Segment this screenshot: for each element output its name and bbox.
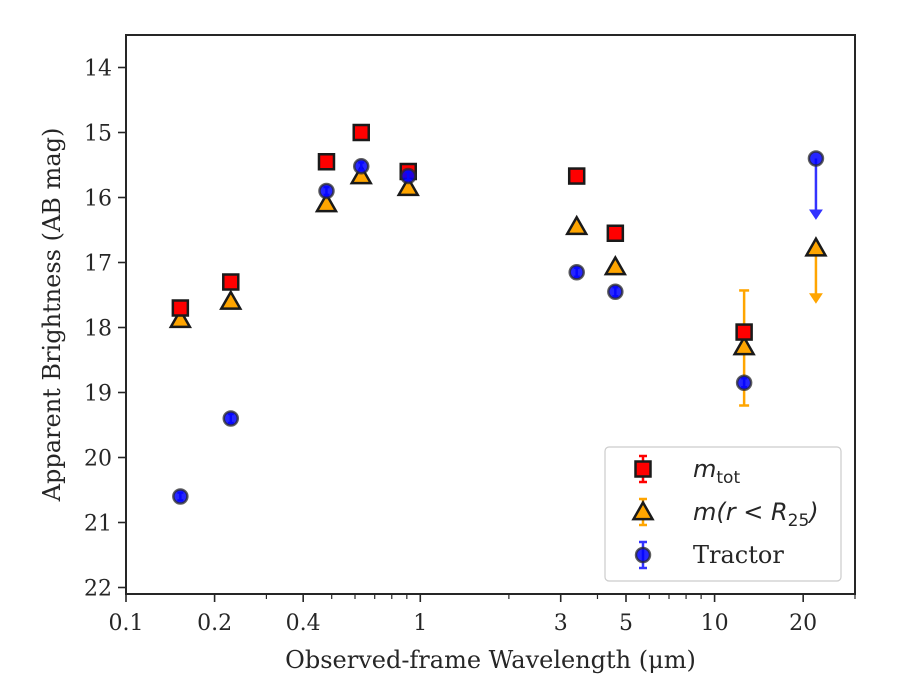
point-mtot (317, 153, 336, 171)
point-mr25 (219, 289, 243, 310)
point-mtot (222, 273, 240, 291)
data-points (168, 123, 828, 505)
x-tick-label: 0.4 (286, 611, 321, 636)
upper-limit-arrow-head (809, 209, 823, 220)
point-mr25 (168, 307, 193, 329)
point-mtot (567, 167, 586, 185)
legend-entry-tractor: Tractor (634, 540, 784, 570)
upper-limit-arrow-head (809, 293, 823, 304)
point-tractor (568, 264, 585, 281)
x-tick-label: 5 (619, 611, 633, 636)
point-tractor (399, 167, 417, 185)
legend-label: mtot (693, 455, 740, 488)
y-tick-label: 19 (84, 382, 112, 407)
x-tick-label: 1 (413, 611, 427, 636)
point-mtot (735, 323, 753, 341)
legend: mtot m(r < R25) Tractor (604, 446, 842, 582)
y-tick-label: 22 (84, 577, 112, 602)
legend-label-main: Tractor (693, 541, 784, 569)
point-mr25 (396, 175, 420, 197)
point-tractor (352, 158, 370, 175)
legend-label-main: m(r < R (693, 498, 788, 526)
legend-marker (631, 499, 655, 521)
legend-label-sub: tot (716, 468, 740, 488)
point-mr25 (314, 191, 339, 213)
x-tick-label: 10 (701, 611, 729, 636)
x-tick-label: 20 (789, 611, 817, 636)
legend-label-sub: 25 (788, 511, 810, 531)
y-axis-ticks: 14 15 16 17 18 19 20 21 22 (84, 57, 126, 602)
point-mtot (606, 224, 625, 242)
point-tractor (607, 283, 624, 300)
x-tick-label: 3 (554, 611, 568, 636)
legend-marker (634, 460, 652, 478)
legend-label-tail: ) (807, 498, 818, 526)
point-mr25 (603, 255, 627, 276)
legend-entry-mtot: mtot (634, 454, 740, 488)
point-mr25 (804, 236, 828, 257)
x-axis-label: Observed-frame Wavelength (μm) (285, 646, 696, 674)
legend-label-main: m (693, 455, 716, 483)
point-tractor (807, 150, 825, 167)
point-tractor (735, 374, 753, 391)
y-tick-label: 15 (84, 122, 112, 147)
x-axis-ticks: 0.1 0.2 0.4 1 3 5 10 20 (109, 594, 856, 636)
point-tractor (172, 488, 189, 505)
point-mtot (171, 299, 190, 317)
y-tick-label: 21 (84, 512, 112, 537)
legend-box (604, 446, 842, 582)
legend-marker (634, 546, 652, 564)
legend-label: Tractor (693, 541, 784, 569)
series-mr25 (168, 164, 828, 407)
y-tick-label: 17 (84, 252, 112, 277)
point-tractor (318, 182, 335, 200)
series-tractor (172, 150, 825, 505)
y-tick-label: 18 (84, 317, 112, 342)
y-tick-label: 16 (84, 187, 112, 212)
point-mr25 (565, 214, 589, 236)
y-axis-label: Apparent Brightness (AB mag) (38, 128, 66, 503)
point-tractor (222, 410, 240, 427)
y-tick-label: 20 (84, 447, 112, 472)
series-mtot (171, 123, 753, 341)
x-tick-label: 0.1 (109, 611, 144, 636)
point-mtot (352, 123, 370, 142)
legend-label: m(r < R25) (693, 498, 819, 531)
point-mr25 (732, 334, 756, 356)
x-tick-label: 0.2 (197, 611, 232, 636)
point-mr25 (349, 164, 373, 185)
y-tick-label: 14 (84, 57, 112, 82)
legend-entry-mr25: m(r < R25) (631, 497, 819, 531)
